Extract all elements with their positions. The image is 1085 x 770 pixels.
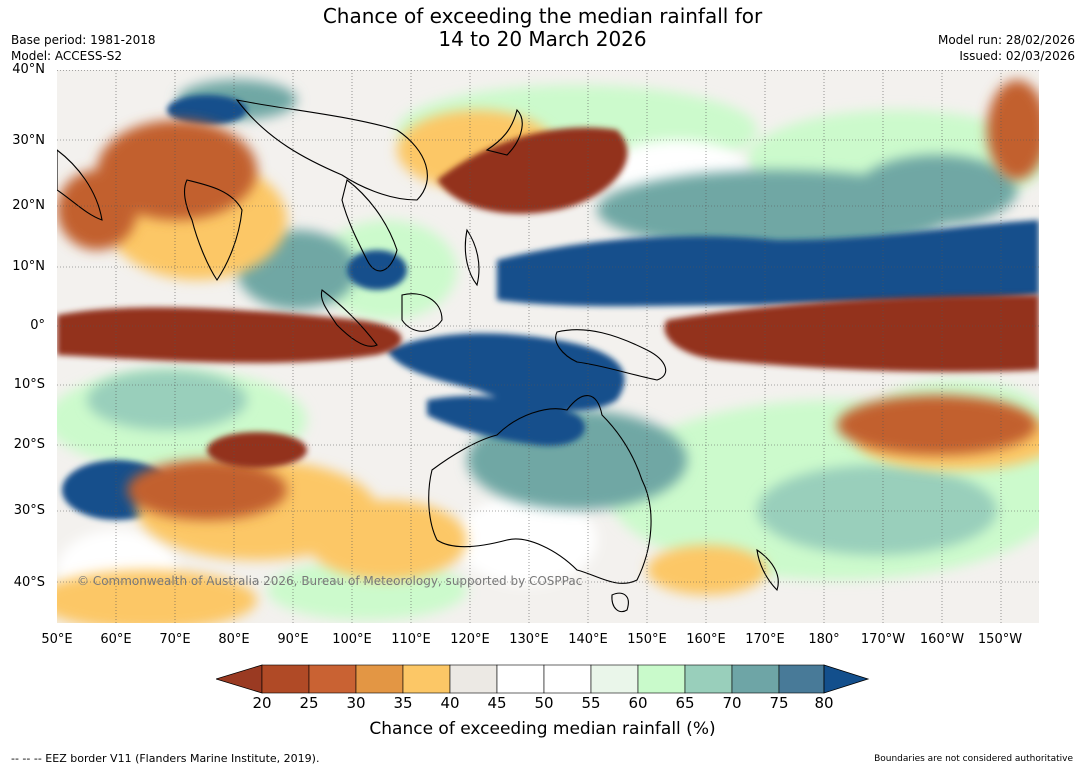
lon-label-110e: 110°E [391, 632, 431, 647]
issued-text: Issued: 02/03/2026 [959, 49, 1075, 63]
colorbar-swatch-20-25 [261, 664, 310, 694]
colorbar-swatch-25-30 [308, 664, 357, 694]
dry-layer [57, 80, 1039, 520]
indochina-coast [341, 179, 398, 272]
lat-label-0: 0° [30, 318, 45, 333]
lat-label-20s: 20°S [13, 437, 45, 452]
eez-legend-note: -- -- -- EEZ border V11 (Flanders Marine… [11, 752, 320, 765]
model-run-text: Model run: 28/02/2026 [937, 33, 1075, 47]
title-line-2: 14 to 20 March 2026 [438, 27, 647, 51]
title-line-1: Chance of exceeding the median rainfall … [322, 4, 763, 28]
lat-label-40n: 40°N [12, 62, 45, 77]
strong-dry-layer [57, 127, 1039, 468]
lat-label-10s: 10°S [13, 377, 45, 392]
lon-label-170w: 170°W [860, 632, 906, 647]
colorbar-tick-50: 50 [534, 694, 554, 712]
colorbar-tick-30: 30 [346, 694, 366, 712]
colorbar-tick-35: 35 [393, 694, 413, 712]
lon-label-80e: 80°E [218, 632, 250, 647]
colorbar-swatch-70-75 [731, 664, 780, 694]
colorbar-tick-45: 45 [487, 694, 507, 712]
colorbar-low-arrow [216, 664, 263, 694]
colorbar-tick-70: 70 [722, 694, 742, 712]
lon-label-160e: 160°E [686, 632, 726, 647]
boundaries-disclaimer: Boundaries are not considered authoritat… [874, 754, 1073, 764]
lat-label-40s: 40°S [13, 575, 45, 590]
colorbar-tick-40: 40 [440, 694, 460, 712]
lon-label-150e: 150°E [627, 632, 667, 647]
lon-label-130e: 130°E [509, 632, 549, 647]
sumatra-coast [320, 289, 378, 347]
colorbar-swatch-65-70 [684, 664, 733, 694]
colorbar-tick-25: 25 [299, 694, 319, 712]
lon-label-50e: 50°E [41, 632, 73, 647]
colorbar-tick-80: 80 [814, 694, 834, 712]
arabia-coast [57, 149, 103, 221]
colorbar-label: Chance of exceeding median rainfall (%) [369, 719, 716, 739]
rainfall-map [57, 70, 1039, 623]
colorbar-swatch-55-60 [590, 664, 639, 694]
lon-label-160w: 160°W [919, 632, 965, 647]
japan-coast [485, 108, 523, 156]
lat-label-30n: 30°N [12, 133, 45, 148]
lat-label-30s: 30°S [13, 503, 45, 518]
copyright-notice: © Commonwealth of Australia 2026, Bureau… [77, 574, 583, 588]
borneo-coast [401, 293, 443, 332]
model-text: Model: ACCESS-S2 [11, 49, 123, 63]
colorbar-tick-75: 75 [769, 694, 789, 712]
colorbar [216, 664, 870, 694]
lon-label-170e: 170°E [745, 632, 785, 647]
lon-label-60e: 60°E [100, 632, 132, 647]
chart-title: Chance of exceeding the median rainfall … [0, 5, 1085, 51]
colorbar-swatch-40-45 [449, 664, 498, 694]
colorbar-swatch-60-65 [637, 664, 686, 694]
colorbar-swatch-75-80 [778, 664, 825, 694]
graticule [57, 70, 1039, 623]
base-period-text: Base period: 1981-2018 [11, 33, 156, 47]
meta-left: Base period: 1981-2018 Model: ACCESS-S2 [11, 32, 156, 64]
china-coast [235, 99, 428, 201]
lat-label-20n: 20°N [12, 198, 45, 213]
tasmania-coast [611, 592, 629, 613]
australia-coast [428, 395, 652, 584]
new-zealand-coast [756, 548, 779, 592]
lat-label-10n: 10°N [12, 259, 45, 274]
colorbar-tick-65: 65 [675, 694, 695, 712]
lon-label-180: 180° [808, 632, 840, 647]
colorbar-tick-20: 20 [252, 694, 272, 712]
lon-label-120e: 120°E [450, 632, 490, 647]
colorbar-high-arrow [823, 664, 870, 694]
colorbar-swatch-30-35 [355, 664, 404, 694]
lon-label-70e: 70°E [159, 632, 191, 647]
new-guinea-coast [555, 329, 667, 381]
coastlines [57, 99, 779, 613]
india-coast [183, 179, 243, 281]
lon-label-90e: 90°E [277, 632, 309, 647]
colorbar-tick-55: 55 [581, 694, 601, 712]
colorbar-swatch-50-55 [543, 664, 592, 694]
lon-label-150w: 150°W [977, 632, 1023, 647]
lon-label-140e: 140°E [568, 632, 608, 647]
meta-right: Model run: 28/02/2026 Issued: 02/03/2026 [938, 32, 1075, 64]
philippines-coast [464, 228, 480, 287]
colorbar-tick-60: 60 [628, 694, 648, 712]
lon-label-100e: 100°E [332, 632, 372, 647]
colorbar-swatch-35-40 [402, 664, 451, 694]
colorbar-swatch-45-50 [496, 664, 545, 694]
